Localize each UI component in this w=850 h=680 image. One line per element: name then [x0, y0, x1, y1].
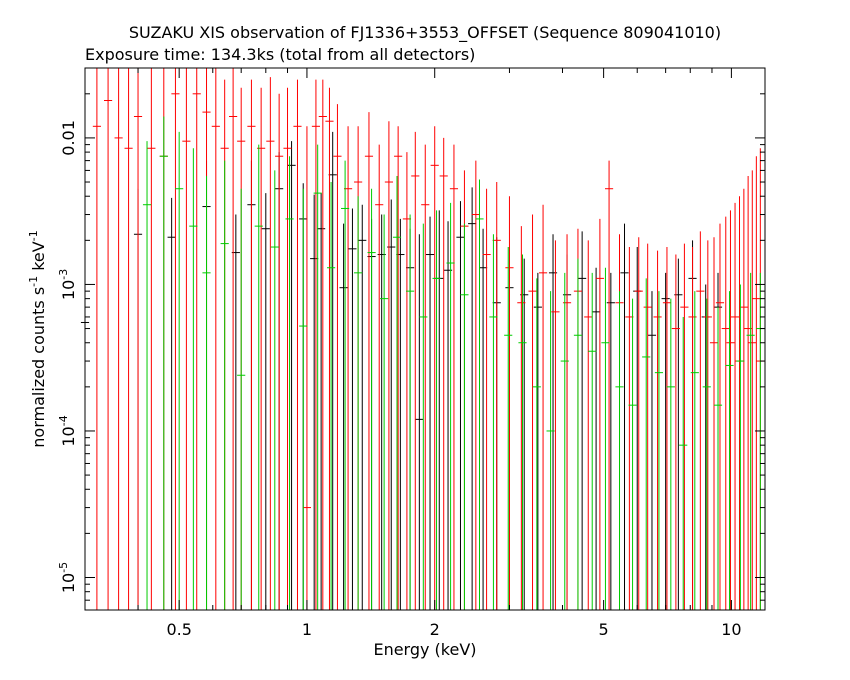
chart-title: SUZAKU XIS observation of FJ1336+3553_OF… — [129, 23, 721, 43]
x-tick-label: 2 — [430, 620, 440, 639]
series-layer — [80, 68, 765, 610]
x-tick-label: 5 — [599, 620, 609, 639]
y-axis-label-mid: keV — [29, 241, 48, 276]
data-series — [80, 131, 723, 610]
y-axis-label-exp1: -1 — [27, 276, 40, 287]
y-tick-label-text: 0.01 — [59, 120, 78, 156]
x-axis-label: Energy (keV) — [373, 640, 476, 659]
x-tick-label: 1 — [302, 620, 312, 639]
y-axis-label: normalized counts s-1 keV-1 — [27, 230, 48, 447]
x-tick-label: 0.5 — [166, 620, 191, 639]
y-tick-label: 0.01 — [59, 120, 78, 156]
y-axis-label-exp2: -1 — [27, 230, 40, 241]
x-axis-ticks: 0.5 1 2 5 10 — [84, 68, 742, 639]
x-tick-label: 10 — [721, 620, 741, 639]
y-tick-label-exp: -4 — [57, 415, 70, 426]
y-tick-label-base: 10 — [59, 573, 78, 593]
y-axis-label-base: normalized counts s — [29, 287, 48, 448]
plot-frame — [84, 67, 766, 611]
y-tick-label-base: 10 — [59, 426, 78, 446]
y-tick-label-exp: -3 — [57, 269, 70, 280]
data-series — [92, 68, 765, 610]
y-tick-label: 10-5 — [57, 562, 78, 593]
chart-subtitle: Exposure time: 134.3ks (total from all d… — [85, 45, 475, 64]
y-tick-label: 10-3 — [57, 269, 78, 300]
y-tick-label-exp: -5 — [57, 562, 70, 573]
data-series — [142, 116, 765, 610]
y-tick-label-base: 10 — [59, 280, 78, 300]
y-tick-label: 10-4 — [57, 415, 78, 446]
